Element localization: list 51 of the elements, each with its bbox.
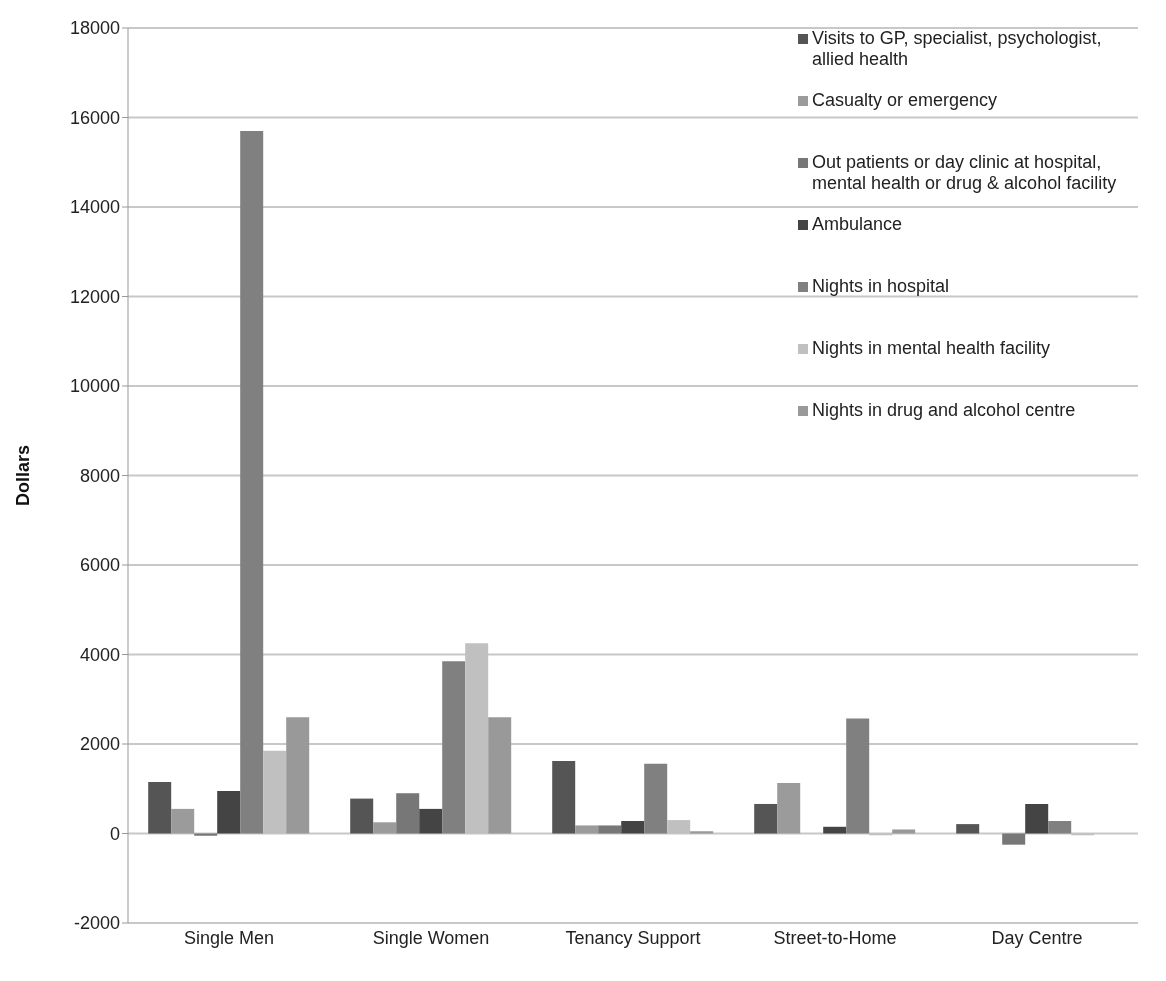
bar [690, 831, 714, 834]
bar [350, 798, 374, 834]
x-tick-label: Tenancy Support [565, 927, 701, 948]
y-tick-label: 16000 [69, 107, 120, 128]
y-tick-label: 0 [109, 823, 120, 844]
legend-label: Nights in drug and alcohol centre [812, 400, 1076, 421]
y-tick-label: 12000 [69, 286, 120, 307]
bar [777, 782, 801, 834]
y-tick-label: 2000 [79, 734, 120, 755]
bar [240, 130, 264, 834]
bar [419, 808, 443, 834]
y-tick-label: 10000 [69, 376, 120, 397]
bar [754, 803, 778, 834]
x-tick-label: Single Women [372, 927, 490, 948]
bar [171, 808, 195, 834]
bar [956, 824, 980, 834]
y-axis-title: Dollars [13, 444, 34, 507]
bar [286, 717, 310, 834]
bar [621, 820, 645, 834]
y-tick-label: -2000 [73, 913, 120, 934]
bar [194, 833, 218, 836]
bar [1002, 833, 1026, 845]
bar [823, 826, 847, 834]
bar [488, 717, 512, 834]
y-tick-label: 18000 [69, 18, 120, 39]
bar [148, 782, 172, 834]
bar [1048, 820, 1072, 834]
legend-label: Casualty or emergency [812, 90, 998, 111]
y-tick-label: 6000 [79, 555, 120, 576]
bar [396, 793, 420, 834]
legend-label: Out patients or day clinic at hospital, mental health or drug & alcohol facility [812, 152, 1118, 194]
bar [644, 763, 668, 834]
bar [892, 829, 916, 834]
legend-label: Nights in mental health facility [812, 338, 1051, 359]
x-tick-label: Street-to-Home [773, 927, 897, 948]
bar [1025, 803, 1049, 834]
y-tick-label: 8000 [79, 465, 120, 486]
legend-label: Ambulance [812, 214, 903, 235]
bar [217, 790, 241, 834]
x-tick-label: Day Centre [991, 927, 1083, 948]
bar [552, 761, 576, 834]
legend-label: Nights in hospital [812, 276, 950, 297]
y-tick-label: 4000 [79, 644, 120, 665]
bar [373, 822, 397, 834]
y-tick-label: 14000 [69, 197, 120, 218]
legend-label: Visits to GP, specialist, psychologist, allied health [812, 28, 1103, 70]
bar [846, 718, 870, 834]
bar [575, 825, 599, 834]
x-tick-label: Single Men [183, 927, 275, 948]
bar [442, 661, 466, 834]
bar [598, 825, 622, 834]
